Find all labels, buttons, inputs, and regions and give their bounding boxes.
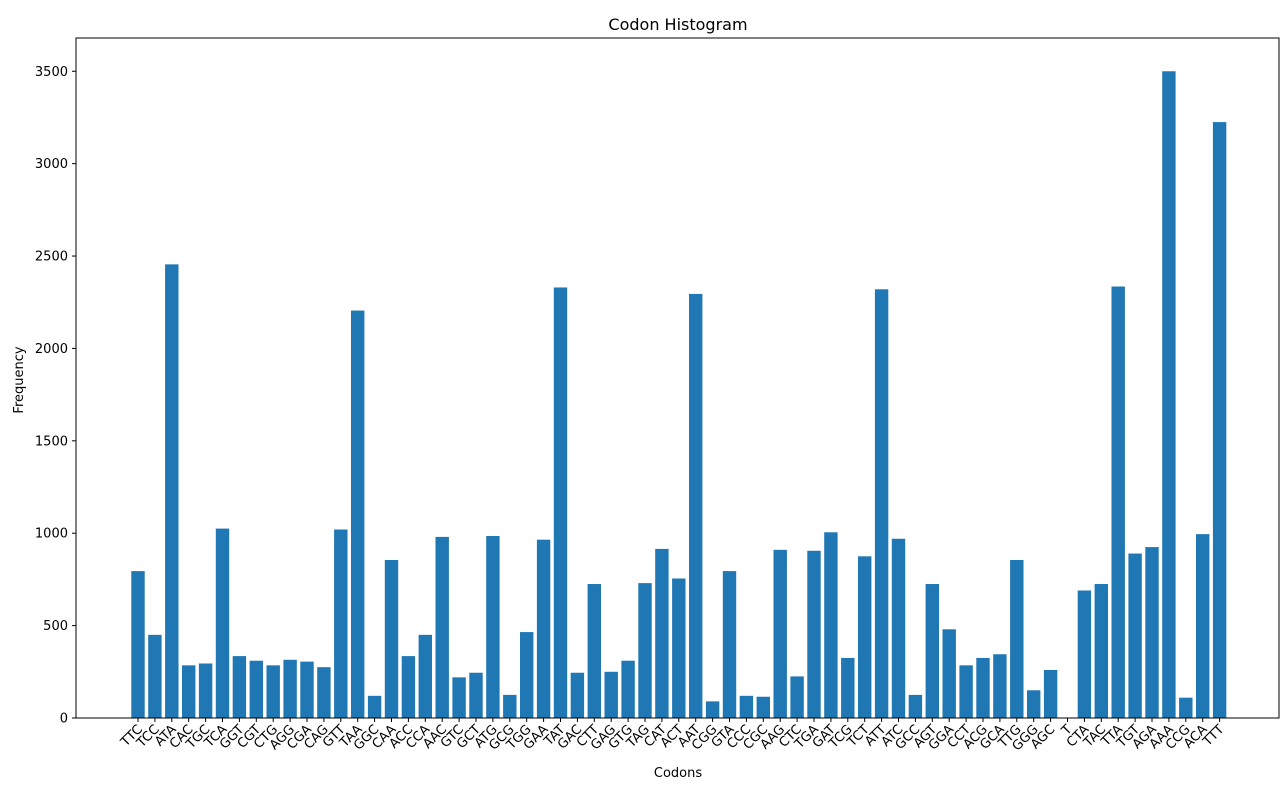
bar-gga bbox=[942, 629, 956, 718]
y-tick-label: 500 bbox=[43, 619, 68, 634]
bar-agt bbox=[925, 584, 939, 718]
y-axis-label: Frequency bbox=[12, 346, 27, 413]
y-tick-label: 3500 bbox=[35, 65, 68, 80]
bar-cat bbox=[655, 548, 669, 718]
bar-tag bbox=[638, 583, 652, 718]
bar-ccg bbox=[1179, 697, 1193, 718]
bar-taa bbox=[351, 310, 365, 718]
bar-gaa bbox=[536, 539, 551, 718]
bar-acc bbox=[401, 656, 416, 718]
bar-cga bbox=[300, 661, 314, 718]
bar-tcg bbox=[841, 657, 855, 718]
bar-gct bbox=[469, 672, 483, 718]
bars-group bbox=[131, 71, 1227, 718]
bar-tct bbox=[858, 556, 872, 718]
y-tick-label: 2500 bbox=[35, 250, 68, 265]
bar-caa bbox=[384, 560, 399, 718]
bar-agg bbox=[283, 659, 297, 718]
bar-atc bbox=[891, 538, 906, 718]
bar-ttg bbox=[1010, 560, 1024, 718]
y-tick-label: 0 bbox=[60, 712, 68, 727]
bar-gtg bbox=[621, 660, 635, 718]
bar-tcc bbox=[148, 634, 162, 718]
bar-ata bbox=[165, 264, 179, 718]
y-axis-ticks: 0 500 1000 1500 2000 2500 3000 3500 bbox=[35, 65, 76, 727]
bar-cac bbox=[182, 665, 196, 718]
bar-ccc bbox=[739, 695, 754, 718]
bar-gta bbox=[722, 571, 737, 718]
y-tick-label: 3000 bbox=[35, 157, 68, 172]
y-tick-label: 2000 bbox=[35, 342, 68, 357]
bar-aat bbox=[689, 293, 703, 718]
bar-cca bbox=[418, 634, 432, 718]
bar-cgg bbox=[705, 701, 720, 718]
bar-ctt bbox=[587, 584, 601, 718]
y-tick-label: 1000 bbox=[35, 527, 68, 542]
x-axis-ticks: TTCTCCATACACTGCTCAGGTCGTCTGAGGCGACAGGTTT… bbox=[118, 718, 1227, 754]
bar-tgt bbox=[1128, 553, 1142, 718]
bar-cgt bbox=[249, 660, 263, 718]
bar-ttt bbox=[1212, 122, 1227, 718]
bar-tgc bbox=[198, 663, 213, 718]
bar-gtt bbox=[334, 529, 348, 718]
bar-tac bbox=[1094, 584, 1108, 718]
bar-agc bbox=[1043, 669, 1058, 718]
bar-cgc bbox=[756, 696, 770, 718]
bar-gcg bbox=[503, 694, 517, 718]
bar-ggt bbox=[232, 656, 247, 718]
bar-act bbox=[672, 578, 686, 718]
bar-ggc bbox=[367, 695, 382, 718]
bar-cta bbox=[1077, 590, 1092, 718]
bar-gtc bbox=[452, 677, 466, 718]
bar-acg bbox=[976, 657, 990, 718]
bar-tga bbox=[807, 550, 821, 718]
bar-aac bbox=[435, 536, 449, 718]
bar-ctg bbox=[266, 665, 280, 718]
bar-tgg bbox=[520, 632, 534, 718]
bar-gat bbox=[824, 532, 838, 718]
bar-aca bbox=[1196, 534, 1210, 718]
bar-tat bbox=[553, 287, 568, 718]
chart-title: Codon Histogram bbox=[608, 15, 747, 34]
bar-cag bbox=[317, 667, 331, 718]
bar-aag bbox=[773, 549, 787, 718]
bar-gag bbox=[604, 671, 618, 718]
x-axis-label: Codons bbox=[654, 766, 702, 781]
bar-tca bbox=[215, 528, 230, 718]
y-tick-label: 1500 bbox=[35, 434, 68, 449]
bar-gcc bbox=[908, 694, 923, 718]
bar-aaa bbox=[1162, 71, 1176, 718]
bar-ggg bbox=[1027, 690, 1041, 718]
plot-frame bbox=[75, 37, 1280, 719]
bar-att bbox=[874, 289, 889, 718]
bar-cct bbox=[959, 665, 973, 718]
bar-aga bbox=[1145, 547, 1159, 718]
bar-ctc bbox=[790, 676, 804, 718]
bar-atg bbox=[486, 535, 500, 718]
bar-gca bbox=[993, 654, 1007, 718]
bar-tta bbox=[1111, 286, 1125, 718]
bar-gac bbox=[570, 672, 585, 718]
bar-ttc bbox=[131, 571, 145, 718]
